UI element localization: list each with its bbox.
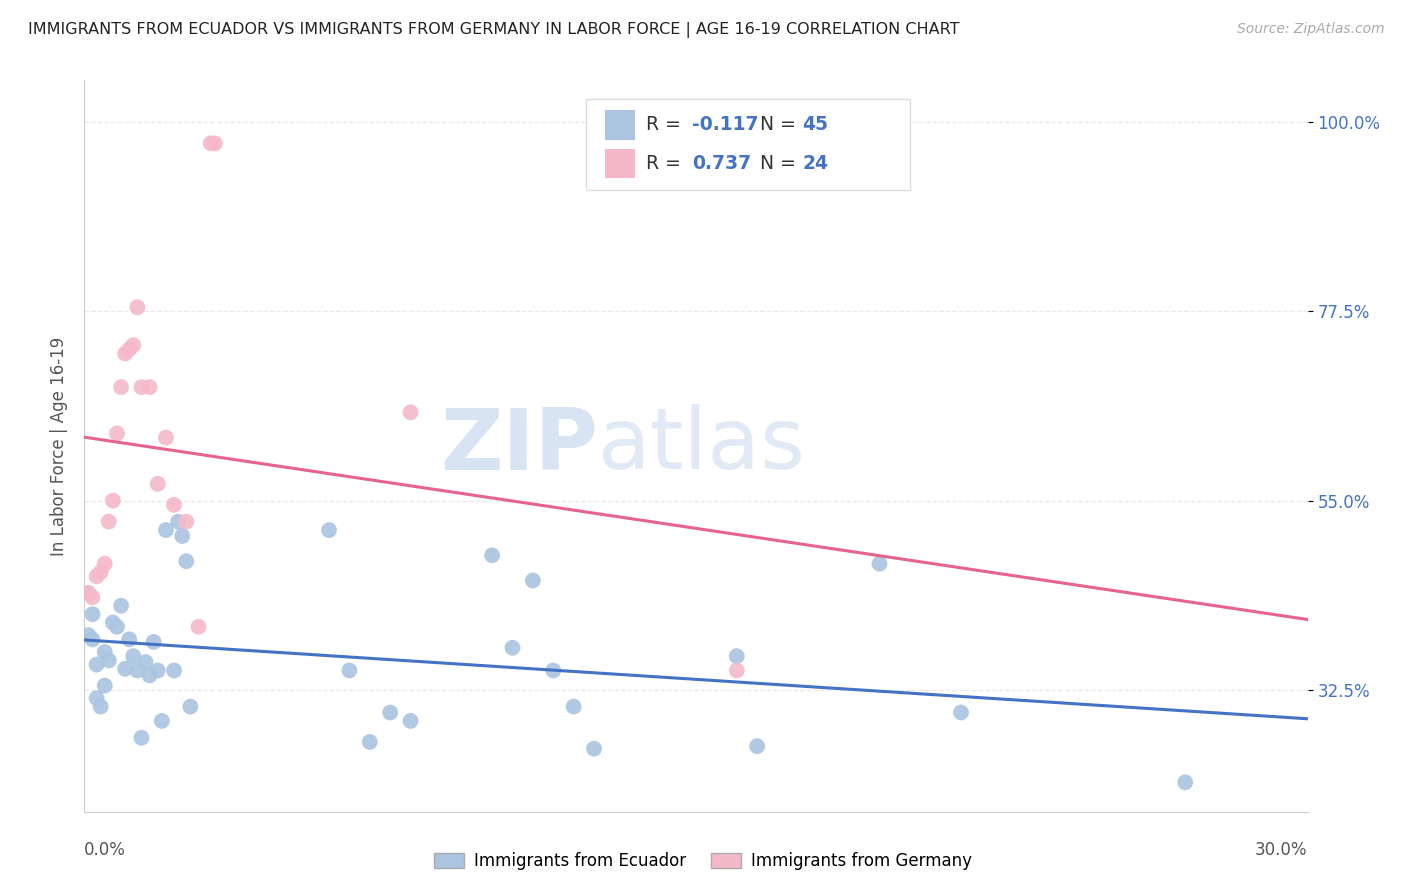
Point [204, 136, 226, 151]
Point [179, 699, 201, 714]
Text: 0.0%: 0.0% [84, 841, 127, 859]
Point [142, 635, 165, 649]
Text: 24: 24 [803, 154, 828, 173]
Point [86, 691, 108, 706]
Point [583, 741, 606, 756]
Point [93, 645, 115, 659]
Text: -0.117: -0.117 [692, 115, 759, 135]
Point [174, 554, 197, 568]
Point [97, 653, 120, 667]
Point [522, 574, 544, 588]
Point [163, 498, 186, 512]
Text: Source: ZipAtlas.com: Source: ZipAtlas.com [1237, 22, 1385, 37]
Point [155, 431, 177, 445]
Point [77, 586, 100, 600]
Point [150, 714, 173, 728]
Point [138, 380, 160, 394]
Point [127, 300, 149, 314]
Text: N =: N = [759, 115, 801, 135]
Point [359, 735, 381, 749]
Point [101, 493, 124, 508]
Y-axis label: In Labor Force | Age 16-19: In Labor Force | Age 16-19 [49, 336, 67, 556]
Point [93, 557, 115, 571]
Point [118, 632, 141, 647]
Point [122, 338, 145, 352]
Legend: Immigrants from Ecuador, Immigrants from Germany: Immigrants from Ecuador, Immigrants from… [427, 846, 979, 877]
Point [110, 380, 132, 394]
Point [86, 569, 108, 583]
Point [86, 657, 108, 672]
Point [167, 515, 190, 529]
Point [131, 731, 153, 745]
Point [122, 649, 145, 664]
Text: N =: N = [759, 154, 801, 173]
Point [950, 706, 973, 720]
Point [127, 664, 149, 678]
Point [318, 523, 340, 537]
Point [77, 628, 100, 642]
Text: atlas: atlas [598, 404, 806, 488]
Point [163, 664, 186, 678]
Point [90, 699, 112, 714]
Point [399, 714, 422, 728]
Point [105, 426, 128, 441]
Point [399, 405, 422, 419]
FancyBboxPatch shape [606, 111, 636, 139]
Point [481, 549, 503, 563]
Point [82, 632, 104, 647]
Text: R =: R = [645, 115, 686, 135]
Point [380, 706, 402, 720]
Point [110, 599, 132, 613]
Point [82, 591, 104, 605]
Point [725, 664, 748, 678]
Point [747, 739, 769, 753]
Point [131, 380, 153, 394]
Point [200, 136, 222, 151]
Text: 30.0%: 30.0% [1256, 841, 1308, 859]
Point [138, 668, 160, 682]
Point [101, 615, 124, 630]
Point [187, 620, 209, 634]
Point [114, 346, 136, 360]
FancyBboxPatch shape [606, 149, 636, 178]
Point [135, 655, 157, 669]
Point [725, 649, 748, 664]
Point [77, 586, 100, 600]
Point [155, 523, 177, 537]
Point [502, 640, 524, 655]
Point [543, 664, 565, 678]
Point [1174, 775, 1197, 789]
Point [105, 620, 128, 634]
Point [82, 607, 104, 622]
Point [90, 565, 112, 579]
Point [118, 343, 141, 357]
Text: R =: R = [645, 154, 686, 173]
Point [93, 679, 115, 693]
Point [146, 664, 169, 678]
Text: 45: 45 [803, 115, 828, 135]
Point [869, 557, 891, 571]
Text: ZIP: ZIP [440, 404, 598, 488]
Text: 0.737: 0.737 [692, 154, 751, 173]
Point [174, 515, 197, 529]
Point [562, 699, 585, 714]
Point [97, 515, 120, 529]
Point [339, 664, 361, 678]
Point [114, 662, 136, 676]
Text: IMMIGRANTS FROM ECUADOR VS IMMIGRANTS FROM GERMANY IN LABOR FORCE | AGE 16-19 CO: IMMIGRANTS FROM ECUADOR VS IMMIGRANTS FR… [28, 22, 960, 38]
FancyBboxPatch shape [586, 99, 910, 190]
Point [172, 529, 194, 543]
Point [146, 476, 169, 491]
